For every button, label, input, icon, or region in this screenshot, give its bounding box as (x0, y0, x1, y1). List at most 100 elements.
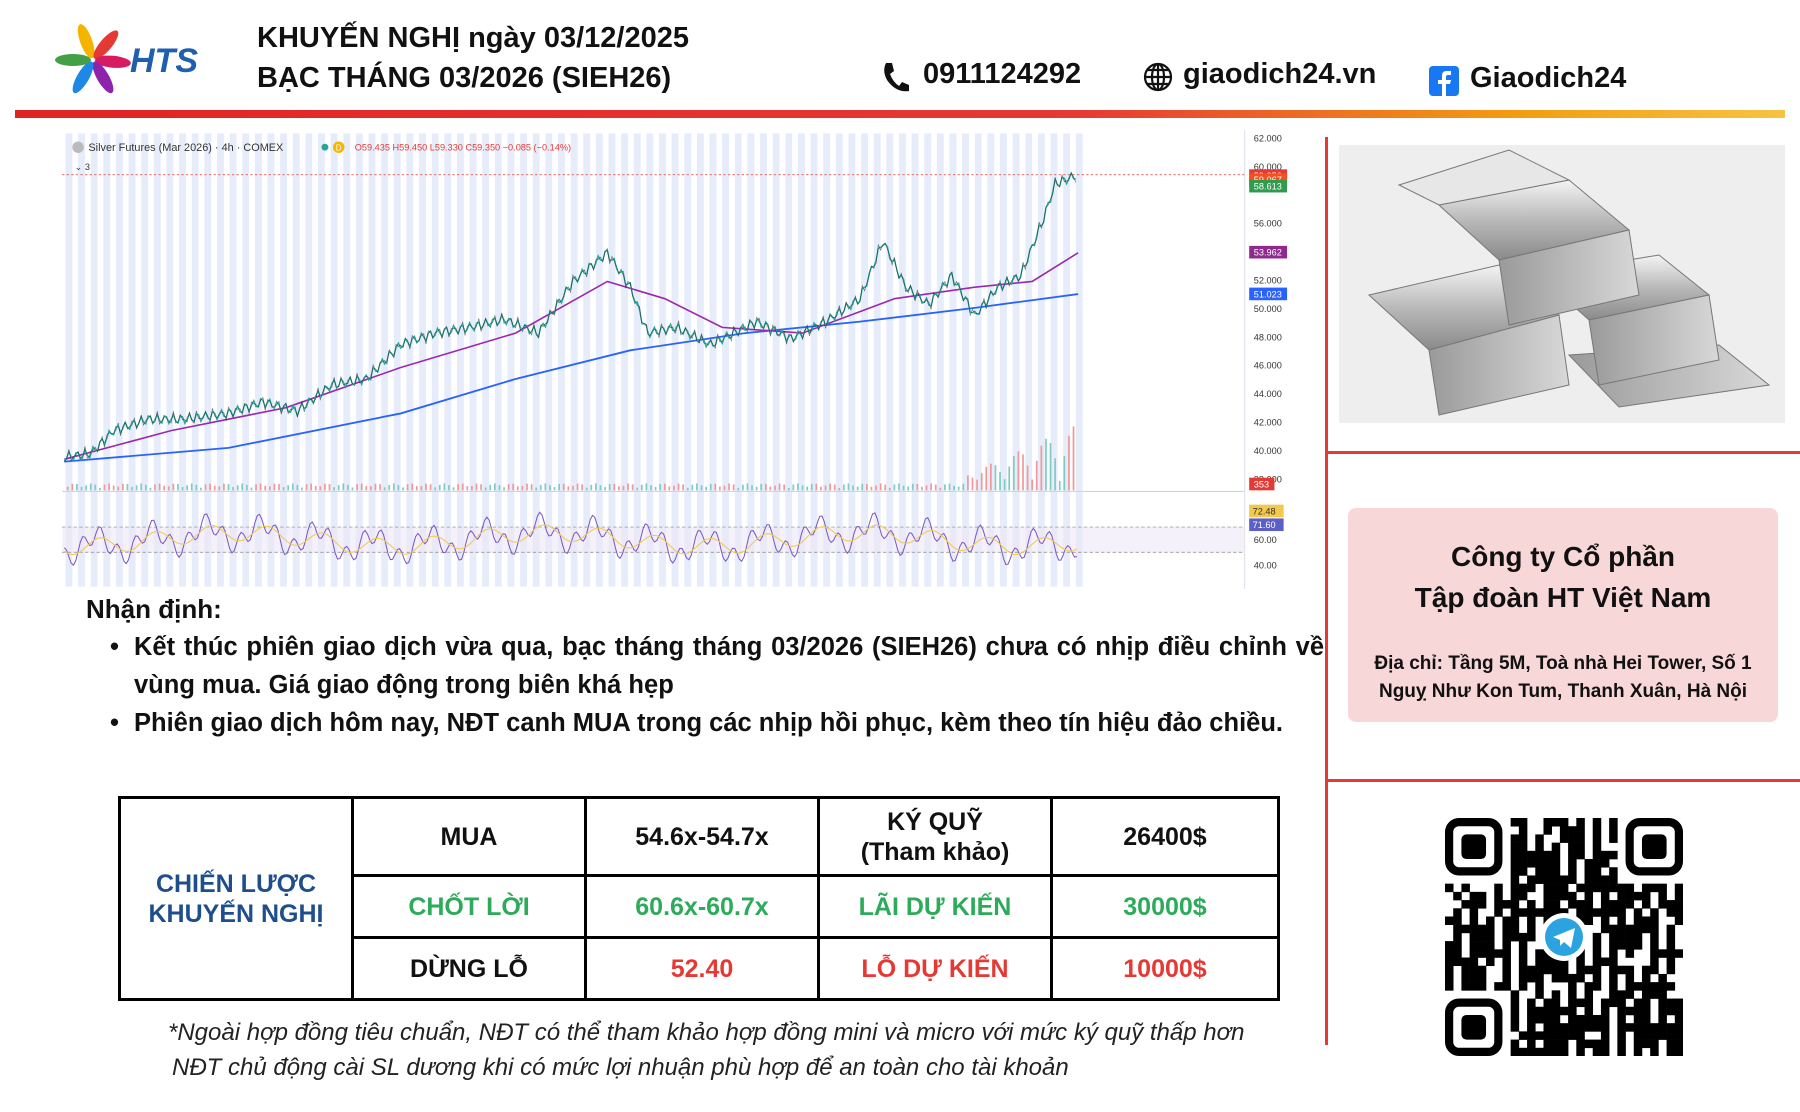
qr-module (1510, 1006, 1520, 1016)
qr-module (1518, 883, 1528, 893)
session-band (987, 133, 995, 587)
session-band (1012, 133, 1020, 587)
qr-module (1609, 965, 1618, 975)
qr-module (1543, 998, 1552, 1008)
qr-module (1625, 932, 1635, 942)
qr-module (1477, 924, 1487, 934)
qr-module (1551, 998, 1561, 1008)
qr-module (1641, 891, 1651, 901)
qr-module (1535, 867, 1544, 876)
qr-module (1445, 973, 1454, 983)
qr-module (1641, 916, 1651, 925)
ohlc: O59.435 H59.450 L59.330 C59.350 −0.085 (… (355, 143, 571, 153)
qr-module (1592, 1023, 1602, 1032)
session-band (128, 133, 136, 587)
qr-module (1641, 982, 1651, 991)
qr-module (1502, 957, 1511, 967)
session-band (848, 133, 856, 587)
qr-module (1674, 916, 1683, 925)
session-band (520, 133, 527, 587)
qr-module (1600, 924, 1610, 934)
analysis-heading: Nhận định: (86, 594, 222, 624)
qr-module (1633, 1031, 1643, 1040)
qr-module (1600, 916, 1610, 925)
doc-title: KHUYẾN NGHỊ ngày 03/12/2025 (257, 22, 689, 54)
qr-module (1494, 908, 1503, 917)
qr-module (1658, 949, 1667, 958)
qr-module (1617, 1023, 1626, 1032)
qr-module (1650, 949, 1659, 958)
qr-module (1518, 891, 1528, 901)
qr-module (1543, 957, 1552, 967)
session-band (115, 133, 123, 587)
qr-module (1592, 973, 1602, 983)
qr-module (1609, 834, 1618, 843)
qr-module (1518, 859, 1528, 868)
qr-module (1592, 941, 1602, 950)
qr-module (1617, 941, 1626, 950)
qr-module (1609, 949, 1618, 958)
qr-module (1518, 908, 1528, 917)
session-band (709, 133, 717, 587)
qr-module (1510, 1047, 1520, 1056)
qr-module (1576, 1023, 1585, 1032)
qr-module (1461, 900, 1470, 909)
qr-module (1576, 1039, 1585, 1049)
qr-module (1551, 908, 1561, 917)
qr-module (1477, 965, 1487, 975)
qr-module (1510, 834, 1520, 843)
qr-module (1535, 1006, 1544, 1016)
section-rule (1325, 779, 1800, 782)
qr-module (1543, 818, 1552, 827)
qr-module (1551, 957, 1561, 967)
qr-module (1609, 957, 1618, 967)
qr-module (1584, 883, 1594, 893)
session-band (191, 133, 199, 587)
qr-module (1650, 941, 1659, 950)
qr-module (1461, 973, 1470, 983)
qr-module (1625, 941, 1635, 950)
qr-module (1535, 965, 1544, 975)
qr-module (1477, 891, 1487, 901)
qr-module (1559, 834, 1569, 843)
silver-bars-image (1339, 145, 1785, 423)
qr-module (1666, 965, 1676, 975)
qr-module (1502, 900, 1511, 909)
qr-module (1633, 891, 1643, 901)
qr-module (1559, 883, 1569, 893)
qr-module (1518, 949, 1528, 958)
qr-module (1518, 818, 1528, 827)
qr-module (1551, 1031, 1561, 1040)
qr-module (1625, 1006, 1635, 1016)
company-name: Công ty Cổ phần Tập đoàn HT Việt Nam (1348, 536, 1778, 618)
qr-module (1609, 818, 1618, 827)
qr-module (1494, 982, 1503, 991)
qr-module (1502, 932, 1511, 942)
qr-module (1510, 900, 1520, 909)
session-band (924, 133, 932, 587)
interval-badge: D (336, 144, 342, 153)
qr-module (1641, 1039, 1651, 1049)
session-band (254, 133, 262, 587)
qr-module (1568, 859, 1577, 868)
qr-module (1600, 1014, 1610, 1024)
qr-module (1477, 949, 1487, 958)
cell: LỖ DỰ KIẾN (817, 936, 1053, 1001)
note: *Ngoài hợp đồng tiêu chuẩn, NĐT có thể t… (168, 1019, 1245, 1046)
session-band (280, 133, 288, 587)
qr-module (1559, 908, 1569, 917)
qr-module (1633, 1047, 1643, 1056)
qr-module (1584, 891, 1594, 901)
qr-module (1600, 1031, 1610, 1040)
qr-module (1543, 826, 1552, 835)
qr-module (1568, 875, 1577, 884)
qr-module (1502, 973, 1511, 983)
session-band (217, 133, 224, 587)
session-band (393, 133, 401, 587)
session-band (936, 133, 944, 587)
qr-module (1625, 900, 1635, 909)
address-line: Nguỵ Như Kon Tum, Thanh Xuân, Hà Nội (1378, 681, 1748, 702)
session-band (886, 133, 894, 587)
cell: 10000$ (1050, 936, 1280, 1001)
qr-module (1592, 850, 1602, 860)
